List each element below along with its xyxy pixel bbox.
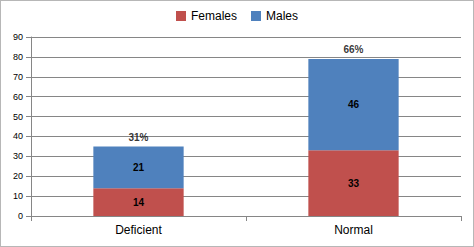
svg-text:40: 40 [13, 131, 23, 141]
svg-text:90: 90 [13, 32, 23, 42]
svg-text:Normal: Normal [334, 223, 373, 237]
svg-text:Males: Males [266, 9, 298, 23]
svg-text:80: 80 [13, 52, 23, 62]
svg-text:21: 21 [133, 162, 145, 173]
svg-text:0: 0 [18, 211, 23, 221]
svg-text:46: 46 [348, 99, 360, 110]
svg-text:60: 60 [13, 92, 23, 102]
svg-text:33: 33 [348, 178, 360, 189]
svg-text:10: 10 [13, 191, 23, 201]
svg-text:Deficient: Deficient [115, 223, 162, 237]
svg-text:20: 20 [13, 171, 23, 181]
svg-text:66%: 66% [343, 44, 363, 55]
svg-text:Females: Females [191, 9, 237, 23]
svg-text:14: 14 [133, 197, 145, 208]
svg-text:50: 50 [13, 112, 23, 122]
svg-text:70: 70 [13, 72, 23, 82]
svg-text:31%: 31% [128, 132, 148, 143]
svg-text:30: 30 [13, 151, 23, 161]
